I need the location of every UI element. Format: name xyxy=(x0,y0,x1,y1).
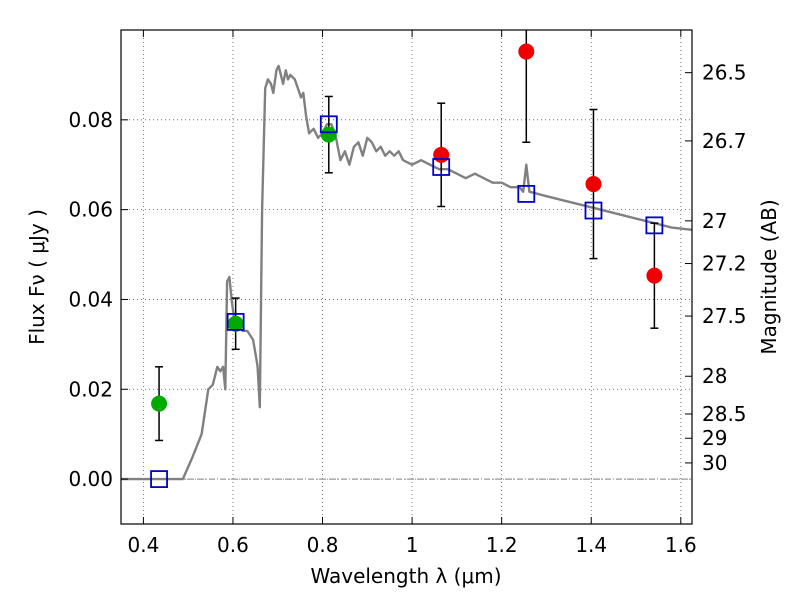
photometry-point xyxy=(646,267,663,284)
photometry-point xyxy=(227,315,244,332)
photometry-point xyxy=(585,176,602,193)
x-axis-title: Wavelength λ (μm) xyxy=(310,564,501,588)
tick-layer: 0.4 0.6 0.8 1 1.2 1.4 1.6 0.00 0.02 0.04 0.06 0.08 2… xyxy=(68,30,747,557)
y2-tick-label: 28.5 xyxy=(702,402,747,426)
y2-tick-label: 27 xyxy=(702,209,727,233)
model-flux-square xyxy=(432,158,451,176)
y-tick-label: 0.02 xyxy=(68,377,113,401)
x-tick-label: 0.4 xyxy=(127,533,159,557)
y2-tick-label: 26.7 xyxy=(702,129,747,153)
model-flux-square xyxy=(584,201,603,220)
y2-tick-label: 27.2 xyxy=(702,252,747,276)
y2-tick-label: 28 xyxy=(702,364,727,388)
y2-tick-label: 26.5 xyxy=(702,61,747,85)
photometry-point xyxy=(433,146,450,163)
y-tick-label: 0.00 xyxy=(68,467,113,491)
y2-tick-label: 29 xyxy=(702,426,727,450)
y2-axis-title: Magnitude (AB) xyxy=(757,199,781,354)
y-tick-label: 0.06 xyxy=(68,198,113,222)
model-flux-square xyxy=(319,115,338,134)
photometry-point xyxy=(151,395,168,412)
photometry-point xyxy=(320,126,337,143)
x-tick-label: 1.2 xyxy=(486,533,518,557)
model-flux-square xyxy=(226,313,245,331)
y2-tick-label: 27.5 xyxy=(702,304,747,328)
x-tick-label: 0.8 xyxy=(307,533,339,557)
y-axis-title: Flux Fν ( μJy ) xyxy=(25,209,49,345)
model-flux-square xyxy=(517,185,536,203)
y2-tick-label: 30 xyxy=(702,451,727,475)
model-flux-square xyxy=(645,216,664,235)
y-tick-label: 0.04 xyxy=(68,287,113,311)
x-tick-label: 0.6 xyxy=(217,533,249,557)
x-tick-label: 1.4 xyxy=(575,533,607,557)
x-tick-label: 1 xyxy=(406,533,419,557)
x-tick-label: 1.6 xyxy=(665,533,697,557)
data-layer xyxy=(121,30,693,488)
plot-frame xyxy=(120,29,693,525)
y-tick-label: 0.08 xyxy=(68,108,113,132)
model-flux-square xyxy=(150,470,168,488)
plot-background xyxy=(121,30,692,524)
photometry-point xyxy=(518,43,535,60)
